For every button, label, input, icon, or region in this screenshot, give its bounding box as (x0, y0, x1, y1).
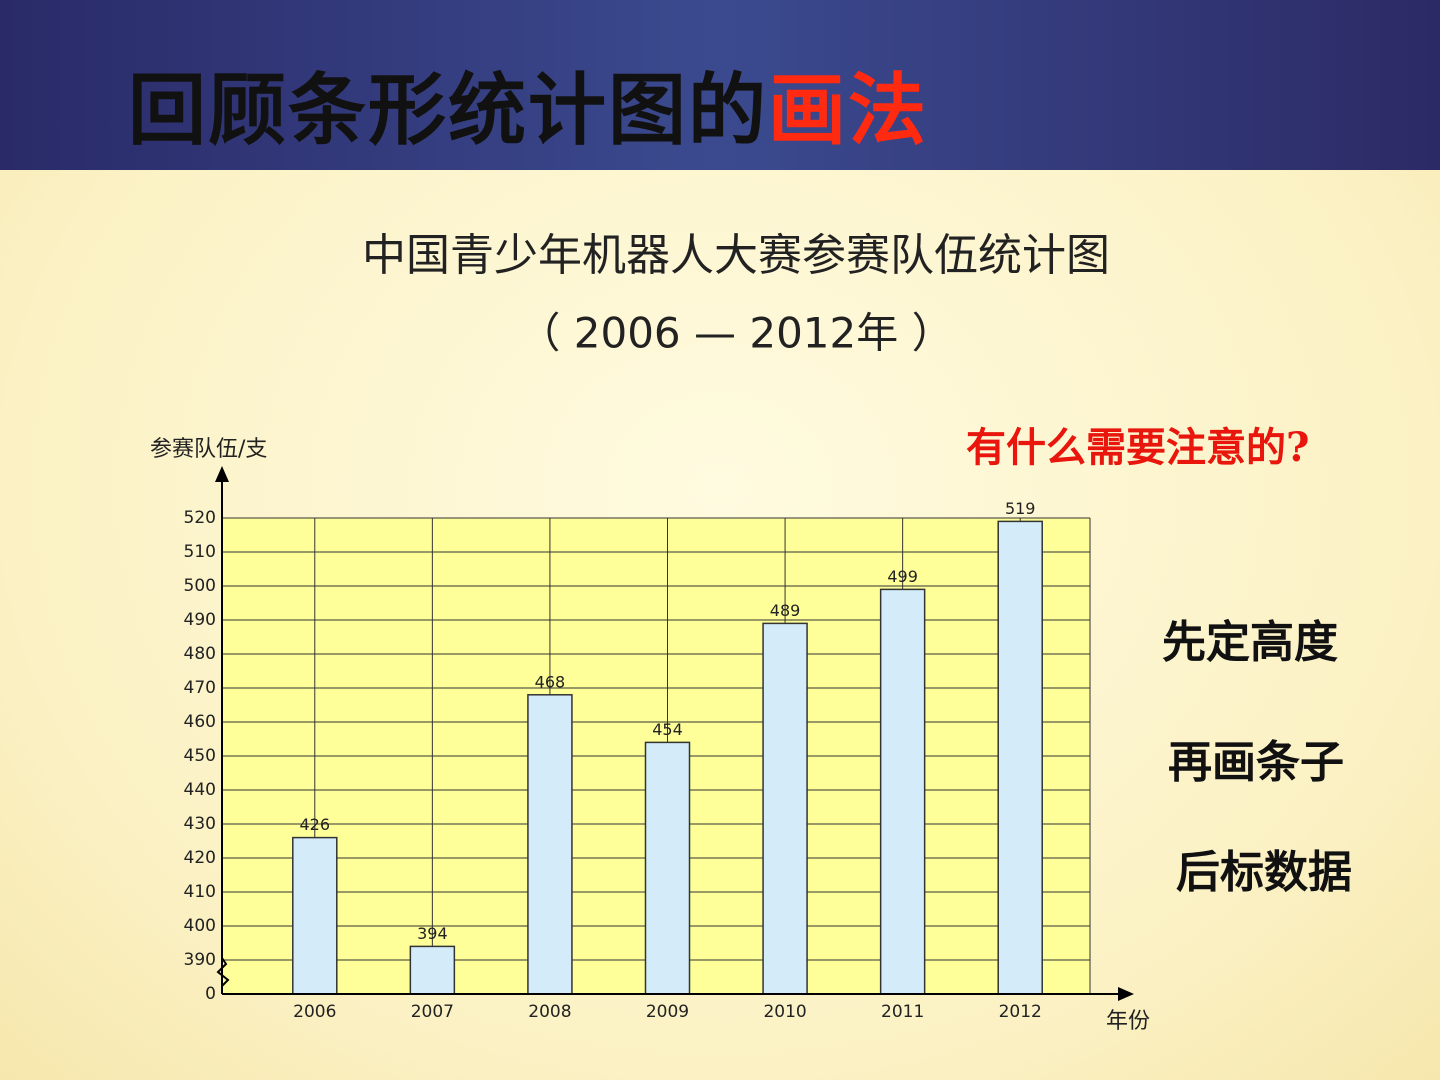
x-tick-label: 2012 (999, 1002, 1042, 1022)
data-label: 394 (417, 924, 448, 943)
x-tick-label: 2007 (411, 1002, 454, 1022)
data-label: 426 (300, 815, 331, 834)
title-highlight: 画法 (768, 65, 929, 156)
slide-title: 回顾条形统计图的画法 (128, 48, 928, 160)
bar (292, 836, 338, 995)
y-tick-label: 420 (184, 848, 216, 868)
chart-title: 中国青少年机器人大赛参赛队伍统计图 (362, 230, 1110, 281)
x-tick-label: 2006 (293, 1002, 336, 1022)
bar (409, 945, 456, 995)
y-tick-label: 390 (184, 950, 216, 970)
y-tick-label: 440 (184, 780, 216, 800)
data-label: 499 (887, 567, 918, 586)
y-axis-label: 参赛队伍/支 (150, 437, 267, 462)
x-tick-label: 2011 (881, 1002, 924, 1022)
y-tick-label: 470 (184, 678, 216, 698)
y-axis-arrow (215, 466, 229, 482)
data-label: 468 (535, 672, 566, 691)
bar (879, 588, 926, 995)
title-text: 回顾条形统计图的 (128, 65, 769, 156)
y-tick-label: 400 (184, 916, 216, 936)
question: 有什么需要注意的? (966, 424, 1310, 471)
y-tick-label: 520 (184, 508, 216, 528)
data-label: 489 (770, 601, 801, 620)
y-tick-label: 0 (205, 984, 216, 1004)
bar (527, 694, 573, 995)
y-tick-label: 500 (184, 576, 216, 596)
x-tick-label: 2010 (763, 1002, 806, 1022)
y-tick-label: 450 (184, 746, 216, 766)
data-label: 454 (652, 720, 683, 739)
step: 后标数据 (1176, 847, 1352, 898)
data-label: 519 (1005, 499, 1036, 518)
y-tick-label: 480 (184, 644, 216, 664)
x-axis-label: 年份 (1106, 1009, 1150, 1034)
x-tick-label: 2008 (528, 1002, 571, 1022)
axis-break (216, 957, 230, 987)
bar (644, 741, 691, 995)
y-tick-label: 510 (184, 542, 216, 562)
y-tick-label: 490 (184, 610, 216, 630)
step: 再画条子 (1168, 737, 1344, 788)
y-tick-label: 460 (184, 712, 216, 732)
bar (762, 622, 808, 995)
y-tick-label: 410 (184, 882, 216, 902)
header-band (0, 0, 1440, 170)
chart-subtitle: （ 2006 — 2012年 ） (518, 309, 953, 358)
bar (997, 520, 1043, 995)
x-tick-label: 2009 (646, 1002, 689, 1022)
step: 先定高度 (1162, 617, 1338, 668)
y-tick-label: 430 (184, 814, 216, 834)
x-axis-arrow (1118, 987, 1134, 1001)
